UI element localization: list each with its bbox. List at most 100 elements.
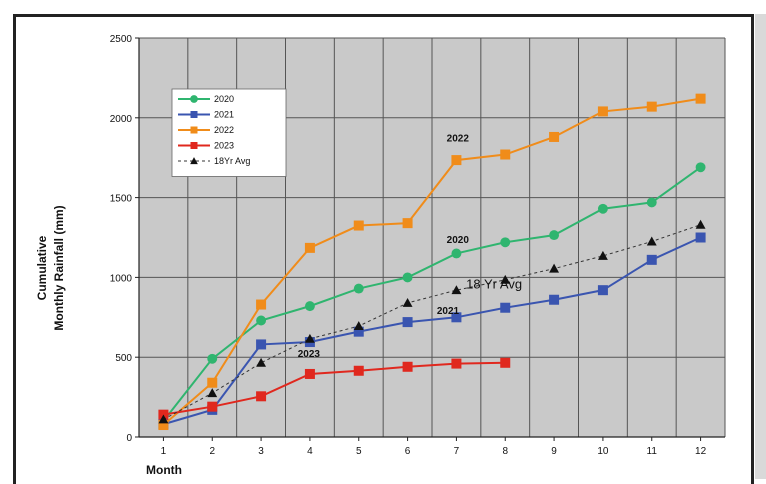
data-point — [451, 285, 462, 295]
data-point — [695, 93, 706, 104]
data-point — [256, 357, 267, 367]
data-point — [402, 272, 413, 283]
series-2020 — [158, 162, 706, 426]
series-18yr-avg — [158, 219, 706, 424]
x-tick-label: 3 — [258, 446, 264, 457]
data-point — [695, 232, 706, 243]
data-point — [353, 365, 364, 376]
data-point — [207, 401, 218, 412]
series-line — [163, 224, 701, 420]
data-point — [500, 274, 511, 284]
legend-marker — [190, 111, 198, 118]
data-point — [304, 368, 315, 379]
annotation-label: 2022 — [447, 134, 470, 145]
x-tick-label: 12 — [695, 446, 707, 457]
data-point — [597, 106, 608, 117]
y-tick-label: 1500 — [110, 194, 133, 205]
x-tick-label: 7 — [454, 446, 460, 457]
y-axis-title-line1: Cumulative — [35, 235, 49, 300]
x-tick-label: 10 — [597, 446, 609, 457]
legend-label: 2023 — [214, 141, 234, 151]
legend-label: 18Yr Avg — [214, 156, 250, 166]
data-point — [549, 131, 560, 142]
data-point — [451, 248, 462, 259]
series-line — [162, 97, 701, 426]
data-point — [451, 312, 462, 323]
data-point — [549, 263, 560, 273]
legend-label: 2020 — [214, 94, 234, 104]
data-point — [256, 391, 267, 402]
annotation-label: 2020 — [447, 235, 470, 246]
data-point — [402, 297, 413, 307]
series-line — [162, 166, 702, 422]
data-point — [353, 283, 364, 294]
data-point — [158, 420, 169, 431]
page-edge-shade — [755, 14, 766, 479]
legend-label: 2021 — [214, 110, 234, 120]
x-tick-label: 5 — [356, 446, 362, 457]
data-point — [646, 197, 657, 208]
legend-marker — [190, 126, 198, 134]
series-2022 — [158, 93, 706, 431]
data-point — [304, 242, 315, 253]
data-point — [207, 377, 218, 388]
data-point — [451, 155, 462, 166]
x-axis-title: Month — [146, 463, 182, 477]
legend-entry: 18Yr Avg — [178, 156, 250, 166]
data-point — [597, 285, 608, 296]
data-point — [256, 315, 267, 326]
y-tick-label: 500 — [115, 353, 132, 364]
data-point — [500, 149, 511, 160]
annotation-label: 2023 — [298, 349, 321, 360]
data-point — [402, 317, 413, 328]
data-point — [549, 230, 560, 241]
data-point — [402, 218, 413, 229]
data-point — [304, 301, 315, 312]
legend-entry: 2022 — [178, 125, 234, 135]
data-point — [158, 414, 169, 424]
data-point — [256, 339, 267, 350]
legend-marker — [190, 142, 198, 149]
data-point — [597, 203, 608, 214]
x-tick-label: 4 — [307, 446, 313, 457]
x-tick-label: 2 — [209, 446, 215, 457]
data-point — [353, 220, 364, 231]
data-point — [646, 101, 657, 112]
data-point — [207, 388, 218, 398]
series-line — [163, 236, 701, 426]
y-tick-label: 2000 — [110, 114, 133, 125]
data-point — [597, 250, 608, 260]
y-axis-title-line2: Monthly Rainfall (mm) — [52, 205, 66, 330]
data-point — [304, 333, 315, 343]
data-point — [353, 326, 364, 337]
y-tick-label: 2500 — [110, 34, 133, 45]
data-point — [256, 299, 267, 310]
data-point — [646, 254, 657, 265]
legend-label: 2022 — [214, 125, 234, 135]
legend-entry: 2021 — [178, 110, 234, 120]
x-tick-label: 9 — [551, 446, 557, 457]
annotation-label: 2021 — [437, 306, 460, 317]
data-point — [500, 302, 511, 313]
data-point — [549, 294, 560, 305]
x-tick-label: 8 — [502, 446, 508, 457]
y-tick-label: 1000 — [110, 273, 133, 284]
data-point — [646, 236, 657, 246]
legend-marker — [190, 157, 198, 165]
legend-marker — [190, 95, 198, 103]
x-tick-label: 1 — [161, 446, 167, 457]
series-line — [163, 361, 506, 416]
x-tick-label: 11 — [647, 446, 658, 457]
data-point — [353, 321, 364, 331]
data-point — [207, 353, 218, 364]
data-point — [695, 219, 706, 229]
data-point — [402, 361, 413, 372]
annotation-label: 18 Yr Avg — [466, 277, 522, 292]
data-point — [500, 357, 511, 368]
data-point — [500, 237, 511, 248]
legend-entry: 2020 — [178, 94, 234, 104]
data-point — [695, 162, 706, 173]
x-tick-label: 6 — [405, 446, 411, 457]
data-point — [451, 358, 462, 369]
